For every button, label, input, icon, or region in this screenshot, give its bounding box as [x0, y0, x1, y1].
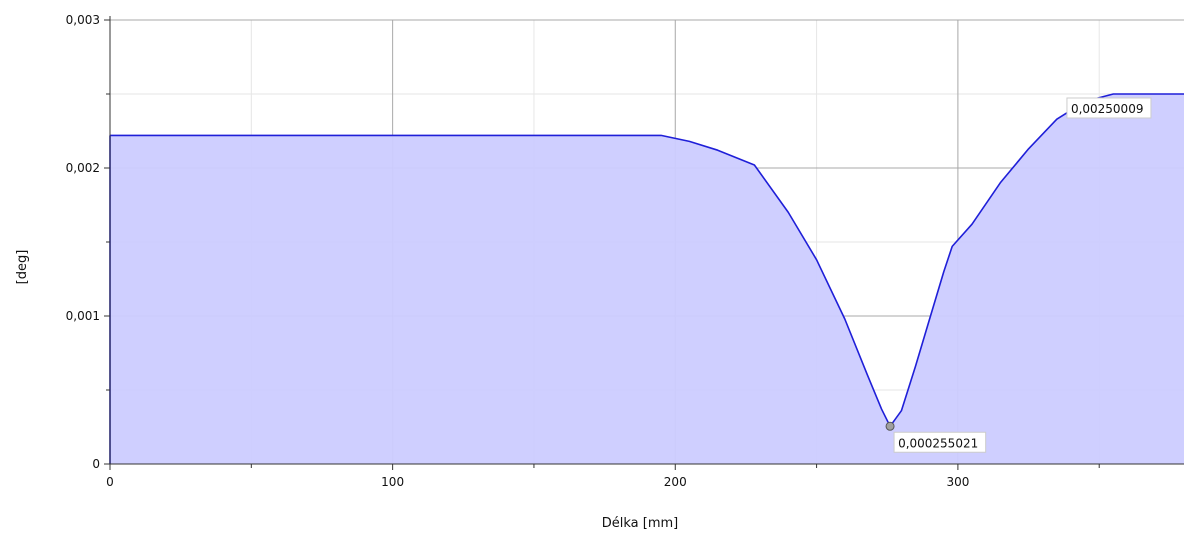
series-fill: [110, 94, 1184, 464]
series-area: [109, 93, 1184, 464]
data-label: 0,000255021: [893, 431, 987, 453]
y-tick-label: 0,001: [66, 309, 100, 323]
y-tick-label: 0: [92, 457, 100, 471]
y-tick-label: 0,002: [66, 161, 100, 175]
x-tick-label: 300: [946, 475, 969, 489]
data-point-marker: [885, 421, 895, 431]
data-label-text: 0,000255021: [898, 436, 978, 450]
x-tick-label: 0: [106, 475, 114, 489]
data-label: 0,00250009: [1066, 97, 1152, 119]
y-tick-label: 0,003: [66, 13, 100, 27]
data-label-box: [1066, 97, 1152, 119]
x-axis-title: Délka [mm]: [602, 516, 679, 531]
annotations: 0,000255021 0,00250009: [885, 97, 1152, 453]
x-tick-label: 100: [381, 475, 404, 489]
data-label-box: [893, 431, 987, 453]
data-label-text: 0,00250009: [1071, 102, 1144, 116]
axes: 0 100 200 300 0 0,001 0,002 0,003: [66, 13, 1184, 489]
x-tick-label: 200: [664, 475, 687, 489]
y-axis-title: [deg]: [15, 250, 30, 285]
